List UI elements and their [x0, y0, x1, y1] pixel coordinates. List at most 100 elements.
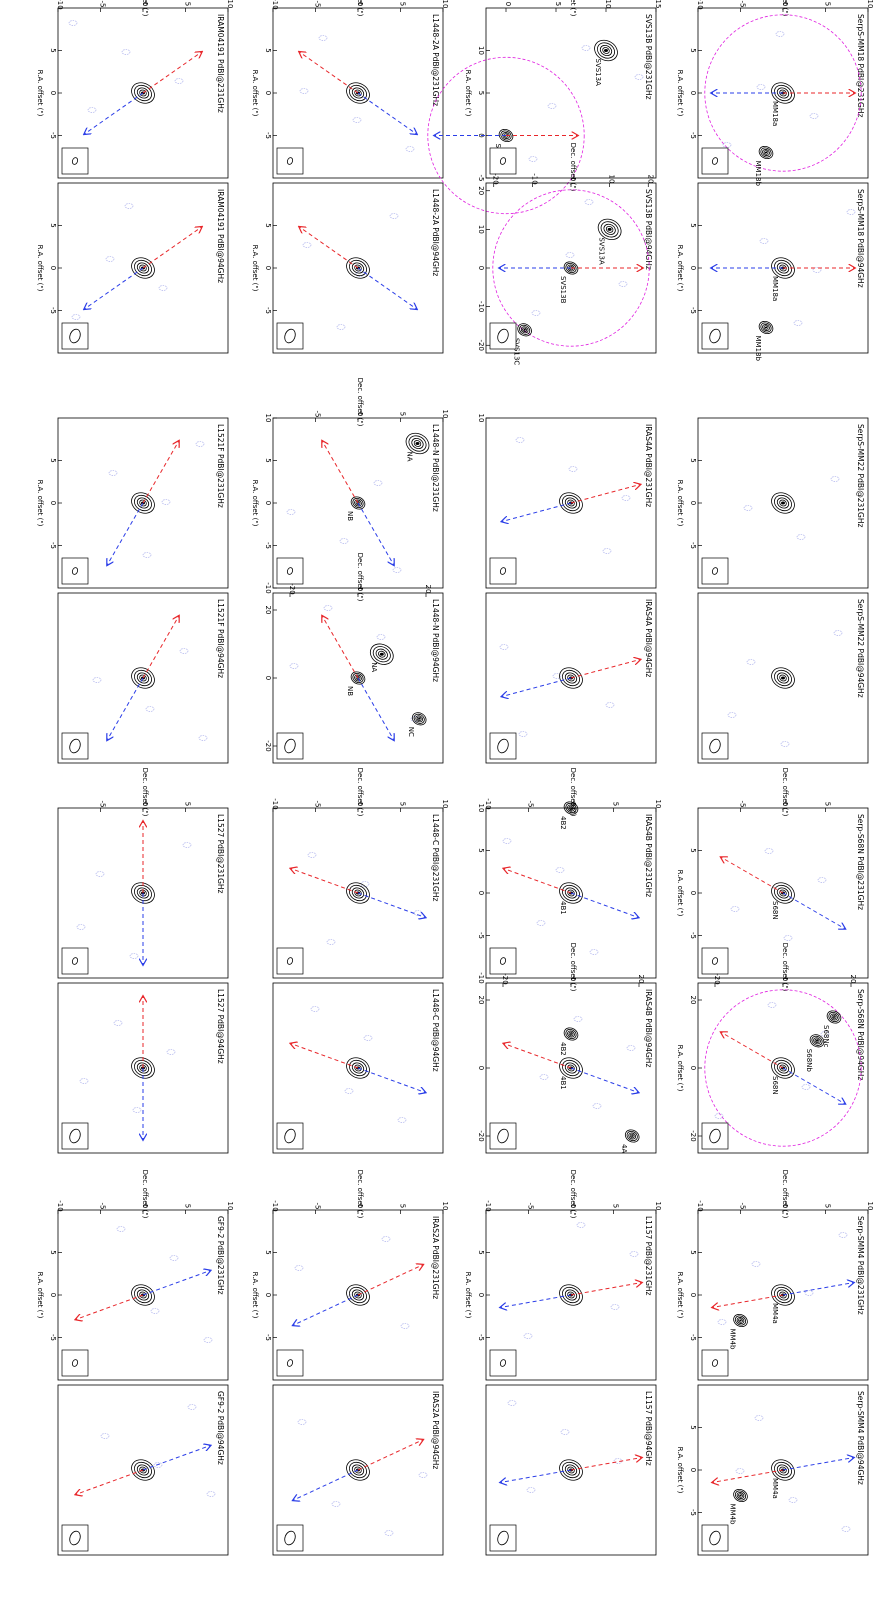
x-tick-label: -5 [689, 307, 697, 314]
source-contour [372, 646, 391, 663]
synthesized-beam [499, 567, 507, 575]
x-tick-label: 0 [49, 501, 57, 505]
source-contour [139, 89, 147, 97]
source-contour [349, 259, 367, 277]
noise-contour [560, 1429, 570, 1435]
panel-title: SerpS-MM18 PdBI@231GHz [856, 14, 865, 117]
x-tick-label: -5 [689, 1509, 697, 1516]
synthesized-beam [284, 1530, 296, 1546]
noise-contour [838, 1232, 848, 1238]
beam-box [701, 732, 729, 760]
source-peak [569, 1033, 573, 1035]
noise-contour [841, 1526, 851, 1532]
source-label: MM18a [771, 276, 779, 301]
noise-contour [576, 1222, 586, 1228]
x-tick-label: 0 [264, 501, 272, 505]
map-panel: L1448-2A PdBI@231GHz 5 0 -5 -10 -5 0 5 10 R.A. of… [251, 0, 449, 179]
noise-contour [767, 1002, 777, 1008]
noise-contour [71, 314, 81, 320]
x-tick-label: -5 [49, 307, 57, 314]
source-peak [764, 326, 768, 329]
source-label: S68N [771, 1076, 779, 1095]
map-panel: SerpS-MM18 PdBI@231GHz 5 0 -5 -10 -5 0 5 10 R.A. … [676, 0, 874, 186]
source-contour [564, 672, 578, 684]
source-contour [375, 648, 388, 660]
noise-contour [161, 499, 171, 505]
source-label: SVS13B [559, 276, 567, 304]
panel-frame [485, 1384, 657, 1556]
panel-title: L1448-2A PdBI@231GHz [431, 14, 440, 106]
beam-box [489, 1122, 517, 1150]
x-tick-label: 5 [264, 1250, 272, 1254]
noise-contour [536, 920, 546, 926]
source-peak [739, 1319, 742, 1322]
x-tick-label: 10 [477, 804, 485, 813]
red-outflow-arrow [504, 1044, 572, 1069]
panel-title: GF9-2 PdBI@231GHz [216, 1216, 225, 1295]
panel-frame [485, 417, 657, 589]
source-label: MM4a [771, 1478, 779, 1499]
x-axis-label: R.A. offset (") [676, 245, 684, 292]
beam-box [489, 322, 517, 350]
noise-contour [584, 199, 594, 205]
source-contour [559, 492, 583, 514]
source-contour [562, 1461, 580, 1479]
noise-contour [573, 1016, 583, 1022]
x-axis-label: R.A. offset (") [36, 245, 44, 292]
source-contour [350, 496, 366, 510]
beam-box [701, 322, 729, 350]
source-peak [415, 442, 420, 445]
y-tick-label: 0 [504, 2, 512, 6]
source-contour [771, 667, 795, 689]
noise-contour [294, 1265, 304, 1271]
source-label: MM18b [754, 336, 762, 362]
noise-contour [95, 871, 105, 877]
source-contour [774, 494, 792, 512]
y-tick-label: -10 [530, 173, 538, 184]
synthesized-beam [71, 1359, 79, 1367]
map-panel: L1448-N PdBI@94GHz 20 0 -20 -20 0 20 Dec. offse… [264, 553, 444, 764]
synthesized-beam [499, 1359, 507, 1367]
red-outflow-arrow [300, 227, 359, 269]
blue-outflow-arrow [501, 1469, 572, 1482]
noise-contour [780, 741, 790, 747]
noise-contour [323, 605, 333, 611]
noise-contour [166, 1049, 176, 1055]
source-contour [734, 1490, 747, 1501]
source-contour [369, 643, 394, 665]
noise-contour [68, 20, 78, 26]
noise-contour [730, 906, 740, 912]
source-contour [565, 1028, 577, 1040]
source-contour [762, 149, 770, 156]
panel-title: SerpS-MM22 PdBI@94GHz [856, 599, 865, 698]
source-contour [567, 1030, 575, 1038]
source-label: MM4b [729, 1504, 737, 1526]
source-contour [136, 497, 150, 509]
panel-title: L1448-N PdBI@231GHz [431, 424, 440, 512]
panel-title: L1448-C PdBI@231GHz [431, 814, 440, 901]
x-tick-label: 0 [264, 91, 272, 95]
synthesized-beam [497, 1128, 509, 1144]
source-contour [594, 39, 618, 62]
x-tick-label: 5 [689, 48, 697, 52]
source-contour [500, 130, 512, 141]
y-tick-label: 0 [569, 977, 577, 981]
source-contour [779, 1466, 787, 1474]
blue-outflow-arrow [357, 502, 394, 565]
synthesized-beam [284, 328, 296, 344]
noise-contour [339, 538, 349, 544]
source-contour [559, 1057, 583, 1079]
synthesized-beam [286, 157, 294, 165]
panel-title: Serp-SMM4 PdBI@94GHz [856, 1391, 865, 1485]
noise-contour [182, 842, 192, 848]
map-panel: Serp-S68N PdBI@231GHz 5 0 -5 -5 0 5 R.A. offset… [676, 768, 869, 979]
synthesized-beam [497, 328, 509, 344]
source-contour [134, 1286, 152, 1304]
source-label: MM4a [771, 1303, 779, 1324]
x-tick-label: 0 [689, 891, 697, 895]
noise-contour [830, 476, 840, 482]
synthesized-beam [69, 1530, 81, 1546]
noise-contour [105, 256, 115, 262]
